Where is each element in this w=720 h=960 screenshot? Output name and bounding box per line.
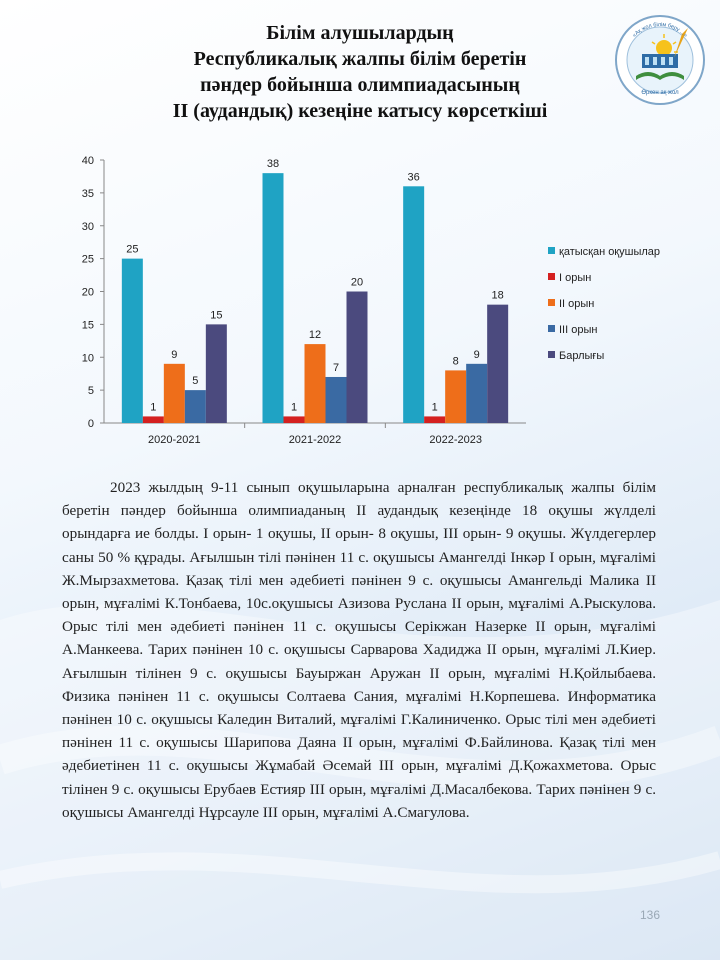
page-number: 136: [640, 908, 661, 922]
y-tick-label: 0: [88, 418, 94, 430]
title-line-3: пәндер бойынша олимпиадасының: [200, 74, 520, 96]
data-label: 20: [351, 277, 363, 289]
legend-label: I орын: [559, 272, 591, 284]
bar: [142, 416, 164, 423]
bar: [262, 173, 284, 423]
x-tick-label: 2021-2022: [289, 434, 342, 446]
bar: [487, 304, 509, 423]
legend-label: III орын: [559, 324, 597, 336]
bar: [346, 291, 368, 423]
bar: [205, 324, 227, 423]
x-tick-label: 2022-2023: [429, 434, 482, 446]
legend-label: II орын: [559, 298, 594, 310]
school-emblem-icon: Өркен ақ жол «Ақ жол білім беру ...»: [615, 15, 705, 105]
data-label: 15: [210, 309, 222, 321]
y-tick-label: 10: [82, 352, 94, 364]
y-tick-label: 15: [82, 319, 94, 331]
x-tick-label: 2020-2021: [148, 434, 201, 446]
data-label: 5: [192, 375, 198, 387]
data-label: 7: [333, 362, 339, 374]
bar: [184, 390, 206, 423]
data-label: 18: [492, 290, 504, 302]
data-label: 9: [474, 349, 480, 361]
y-tick-label: 30: [82, 221, 94, 233]
bar: [403, 186, 425, 423]
title-line-4: ІІ (аудандық) кезеңіне катысу көрсеткіші: [172, 100, 548, 122]
bar: [424, 416, 446, 423]
body-paragraph: 2023 жылдың 9-11 сынып оқушыларына арнал…: [62, 479, 656, 821]
bar: [121, 258, 143, 423]
y-tick-label: 20: [82, 287, 94, 299]
bar: [466, 363, 488, 423]
data-label: 1: [291, 401, 297, 413]
logo-bottom-text: Өркен ақ жол: [641, 90, 679, 96]
data-label: 1: [432, 401, 438, 413]
legend-swatch: [548, 299, 555, 306]
bar: [304, 344, 326, 423]
data-label: 38: [267, 158, 279, 170]
data-label: 25: [126, 244, 138, 256]
y-tick-label: 5: [88, 385, 94, 397]
y-tick-label: 25: [82, 254, 94, 266]
legend-swatch: [548, 273, 555, 280]
bar: [283, 416, 305, 423]
bar: [163, 363, 185, 423]
y-tick-label: 40: [82, 155, 94, 167]
legend-swatch: [548, 325, 555, 332]
data-label: 1: [150, 401, 156, 413]
legend-swatch: [548, 351, 555, 358]
data-label: 36: [408, 171, 420, 183]
y-tick-label: 35: [82, 188, 94, 200]
title-line-2: Республикалық жалпы білім беретін: [193, 48, 527, 70]
legend-label: қатысқан оқушылар: [559, 246, 660, 258]
legend-label: Барлығы: [559, 350, 604, 362]
title-line-1: Білім алушылардың: [266, 22, 454, 44]
bar-chart: 0 5 10 15 20 25 30 35 40 2020-2021 25 1 9 5 15 2021-202…: [82, 155, 660, 446]
bar: [325, 376, 347, 423]
data-label: 9: [171, 349, 177, 361]
page-title: Білім алушылардың Республикалық жалпы бі…: [80, 20, 640, 124]
legend-swatch: [548, 247, 555, 254]
bar: [445, 370, 467, 423]
data-label: 12: [309, 329, 321, 341]
data-label: 8: [453, 355, 459, 367]
